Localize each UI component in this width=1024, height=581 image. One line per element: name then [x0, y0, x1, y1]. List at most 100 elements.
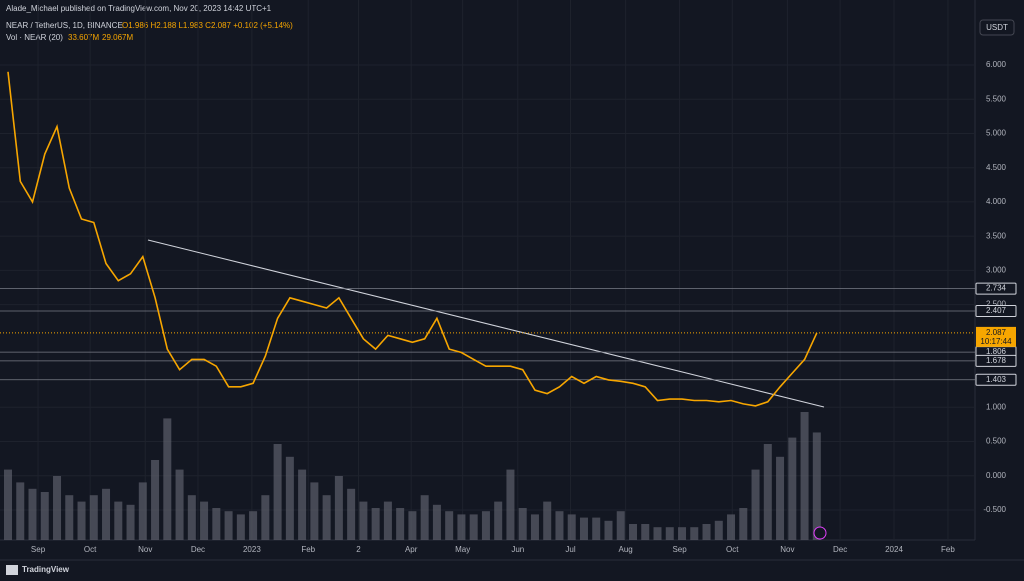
volume-bar: [481, 511, 490, 540]
y-tick-label: 3.000: [986, 265, 1007, 274]
volume-bar: [359, 501, 368, 540]
volume-bar: [579, 517, 588, 540]
volume-bar: [653, 527, 662, 540]
level-label: 1.806: [986, 347, 1007, 356]
y-tick-label: 0.500: [986, 437, 1007, 446]
y-tick-label: 3.500: [986, 231, 1007, 240]
volume-bar: [28, 488, 37, 540]
logo: [6, 565, 18, 575]
volume-bar: [236, 514, 245, 540]
volume-bar: [53, 476, 62, 540]
volume-bar: [126, 504, 135, 540]
volume-bar: [347, 488, 356, 540]
volume-bar: [592, 517, 601, 540]
event-icon[interactable]: [813, 526, 827, 540]
volume-bar: [494, 501, 503, 540]
x-tick-label: Feb: [301, 545, 315, 554]
volume-bar: [175, 469, 184, 540]
volume-bar: [298, 469, 307, 540]
volume-bar: [776, 456, 785, 540]
x-tick-label: Sep: [31, 545, 46, 554]
level-label: 1.678: [986, 356, 1007, 365]
volume-bar: [310, 482, 319, 540]
volume-bar: [690, 527, 699, 540]
volume-bar: [518, 508, 527, 540]
trend-line: [147, 239, 825, 408]
level-label: 2.407: [986, 306, 1007, 315]
level-box: [975, 373, 1017, 386]
x-tick-label: Nov: [138, 545, 152, 554]
x-tick-label: 2: [356, 545, 361, 554]
volume-bar: [249, 511, 258, 540]
volume-bar: [628, 524, 637, 540]
volume-bar: [16, 482, 25, 540]
volume-bar: [322, 495, 331, 540]
volume-bar: [530, 514, 539, 540]
volume-bar: [506, 469, 515, 540]
x-tick-label: Oct: [726, 545, 739, 554]
volume-bar: [641, 524, 650, 540]
volume-bar: [40, 492, 49, 540]
volume-bar: [334, 476, 343, 540]
current-price-label: 2.087: [986, 328, 1007, 337]
volume-bar: [285, 456, 294, 540]
volume-bar: [604, 520, 613, 540]
current-price-box: [976, 326, 1016, 347]
volume-bar: [114, 501, 123, 540]
y-tick-label: 2.500: [986, 300, 1007, 309]
y-tick-label: 5.000: [986, 129, 1007, 138]
y-tick-label: 5.500: [986, 94, 1007, 103]
x-tick-label: Oct: [84, 545, 97, 554]
footer-brand: TradingView: [22, 565, 70, 574]
volume-bar: [138, 482, 147, 540]
volume-bar: [751, 469, 760, 540]
volume-bar: [739, 508, 748, 540]
volume-bar: [812, 432, 821, 540]
currency-label[interactable]: USDT: [986, 23, 1008, 32]
volume-label: Vol · NEAR (20): [6, 33, 63, 42]
volume-bar: [543, 501, 552, 540]
x-tick-label: Feb: [941, 545, 955, 554]
volume-bar: [678, 527, 687, 540]
volume-bar: [616, 511, 625, 540]
volume-bar: [187, 495, 196, 540]
x-tick-label: Apr: [405, 545, 418, 554]
volume-bar: [396, 508, 405, 540]
volume-bar: [702, 524, 711, 540]
x-tick-label: Dec: [833, 545, 847, 554]
y-tick-label: 0.000: [986, 471, 1007, 480]
x-tick-label: Jul: [565, 545, 575, 554]
volume-bar: [555, 511, 564, 540]
volume-bar: [445, 511, 454, 540]
countdown: 10:17:44: [980, 337, 1012, 346]
volume-bar: [665, 527, 674, 540]
volume-bar: [763, 444, 772, 540]
volume-bar: [89, 495, 98, 540]
x-tick-label: Sep: [672, 545, 687, 554]
price-line: [7, 71, 818, 407]
volume-bar: [212, 508, 221, 540]
ohlc: O1.986 H2.188 L1.983 C2.087 +0.102 (+5.1…: [122, 21, 293, 30]
volume-bar: [163, 418, 172, 540]
volume-bar: [432, 504, 441, 540]
x-tick-label: 2024: [885, 545, 903, 554]
volume-bar: [273, 444, 282, 540]
level-box: [975, 354, 1017, 367]
x-tick-label: 2023: [243, 545, 261, 554]
level-label: 2.734: [986, 284, 1007, 293]
currency-button[interactable]: [979, 19, 1015, 36]
x-tick-label: Jun: [511, 545, 524, 554]
volume-bar: [65, 495, 74, 540]
y-tick-label: 1.000: [986, 402, 1007, 411]
y-tick-label: 4.000: [986, 197, 1007, 206]
volume-bar: [457, 514, 466, 540]
y-tick-label: 4.500: [986, 163, 1007, 172]
y-tick-label: -0.500: [983, 505, 1006, 514]
volume-bar: [408, 511, 417, 540]
volume-bar: [200, 501, 209, 540]
volume-bar: [261, 495, 270, 540]
x-tick-label: Aug: [619, 545, 633, 554]
volume-bar: [151, 460, 160, 540]
symbol: NEAR / TetherUS, 1D, BINANCE: [6, 21, 123, 30]
